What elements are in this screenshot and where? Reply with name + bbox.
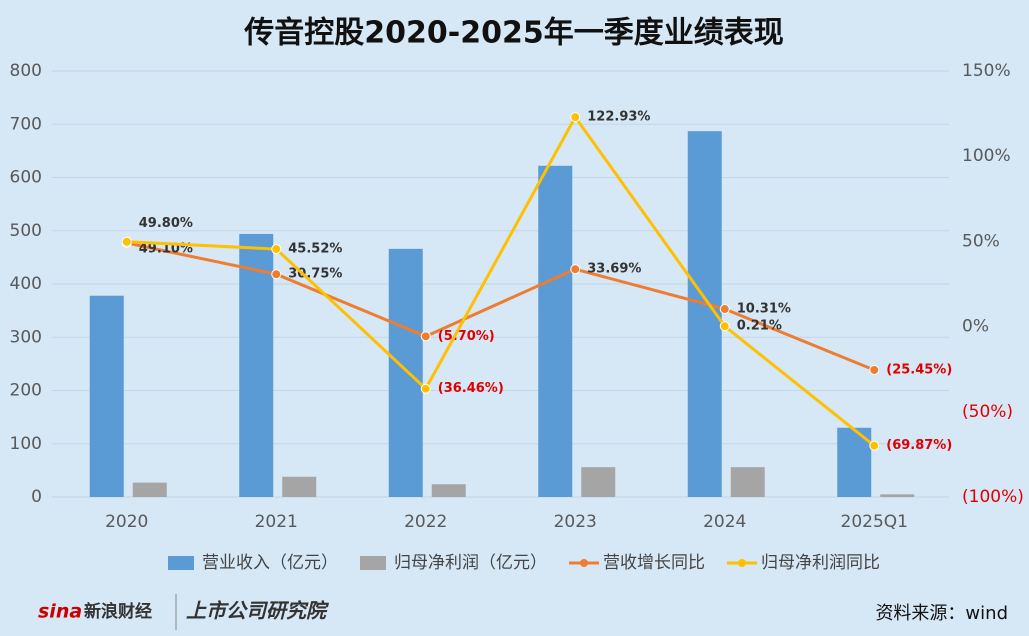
x-tick-label: 2022 — [404, 512, 447, 532]
bar — [581, 467, 616, 497]
bar — [538, 165, 573, 497]
bar — [431, 484, 466, 497]
marker — [271, 244, 282, 255]
marker — [570, 112, 581, 123]
data-label: (36.46%) — [438, 381, 504, 396]
data-label: (25.45%) — [886, 362, 952, 377]
data-label: 0.21% — [737, 319, 782, 334]
legend-label: 归母净利润（亿元） — [394, 553, 547, 573]
x-tick-label: 2024 — [703, 512, 746, 532]
bar — [388, 248, 423, 497]
logo-sina: sina — [38, 601, 82, 623]
x-tick-label: 2021 — [255, 512, 298, 532]
y-tick-label: 500 — [10, 221, 42, 241]
legend-swatch — [360, 556, 386, 570]
line — [126, 114, 876, 447]
y2-tick-label: 150% — [962, 61, 1011, 81]
data-label: 33.69% — [587, 262, 641, 277]
x-tick-label: 2023 — [554, 512, 597, 532]
data-label: (69.87%) — [886, 438, 952, 453]
data-label: 10.31% — [737, 302, 791, 317]
marker — [869, 364, 880, 375]
marker — [420, 383, 431, 394]
legend-swatch — [738, 559, 746, 567]
marker — [121, 236, 132, 247]
data-label: 30.75% — [288, 267, 342, 282]
marker — [869, 440, 880, 451]
y-tick-label: 300 — [10, 327, 42, 347]
chart-title: 传音控股2020-2025年一季度业绩表现 — [243, 16, 783, 51]
logo-left: 新浪财经 — [84, 601, 152, 622]
marker — [420, 331, 431, 342]
y-tick-label: 800 — [10, 61, 42, 81]
logo-right: 上市公司研究院 — [186, 599, 330, 623]
marker — [271, 269, 282, 280]
marker — [719, 321, 730, 332]
y2-tick-label: (100%) — [962, 487, 1024, 507]
x-tick-label: 2020 — [105, 512, 148, 532]
legend-label: 归母净利润同比 — [761, 553, 880, 573]
y2-tick-label: 100% — [962, 146, 1011, 166]
legend-label: 营收增长同比 — [603, 553, 705, 573]
bar — [239, 233, 274, 497]
y-tick-label: 600 — [10, 168, 42, 188]
data-label: 122.93% — [587, 110, 650, 125]
x-tick-label: 2025Q1 — [841, 512, 908, 532]
data-label: 45.52% — [288, 242, 342, 257]
y2-tick-label: 50% — [962, 231, 1000, 251]
legend-swatch — [580, 559, 588, 567]
line — [126, 241, 875, 372]
y2-tick-label: (50%) — [962, 402, 1013, 422]
data-label: (5.70%) — [438, 329, 495, 344]
y-tick-label: 200 — [10, 381, 42, 401]
data-label: 49.80% — [139, 216, 193, 231]
y2-tick-label: 0% — [962, 317, 989, 337]
legend-swatch — [168, 556, 194, 570]
y-tick-label: 100 — [10, 434, 42, 454]
marker — [570, 264, 581, 275]
source: 资料来源：wind — [875, 603, 1008, 624]
bar — [730, 467, 765, 497]
bar — [89, 295, 124, 497]
bar — [282, 476, 317, 497]
bar — [880, 494, 915, 497]
legend-label: 营业收入（亿元） — [202, 553, 338, 573]
bar — [132, 482, 167, 497]
marker — [719, 304, 730, 315]
y-tick-label: 0 — [31, 487, 42, 507]
y-tick-label: 700 — [10, 114, 42, 134]
y-tick-label: 400 — [10, 274, 42, 294]
